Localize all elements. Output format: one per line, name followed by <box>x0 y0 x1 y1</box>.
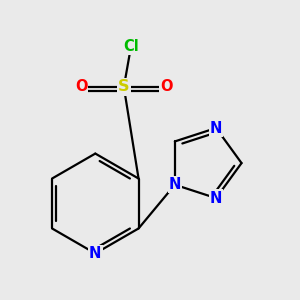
Text: Cl: Cl <box>123 39 139 54</box>
Text: N: N <box>89 246 101 261</box>
Text: S: S <box>118 80 130 94</box>
Text: O: O <box>75 80 87 94</box>
Text: N: N <box>210 190 222 206</box>
Text: N: N <box>210 121 222 136</box>
Text: O: O <box>160 80 173 94</box>
Text: N: N <box>169 177 181 192</box>
